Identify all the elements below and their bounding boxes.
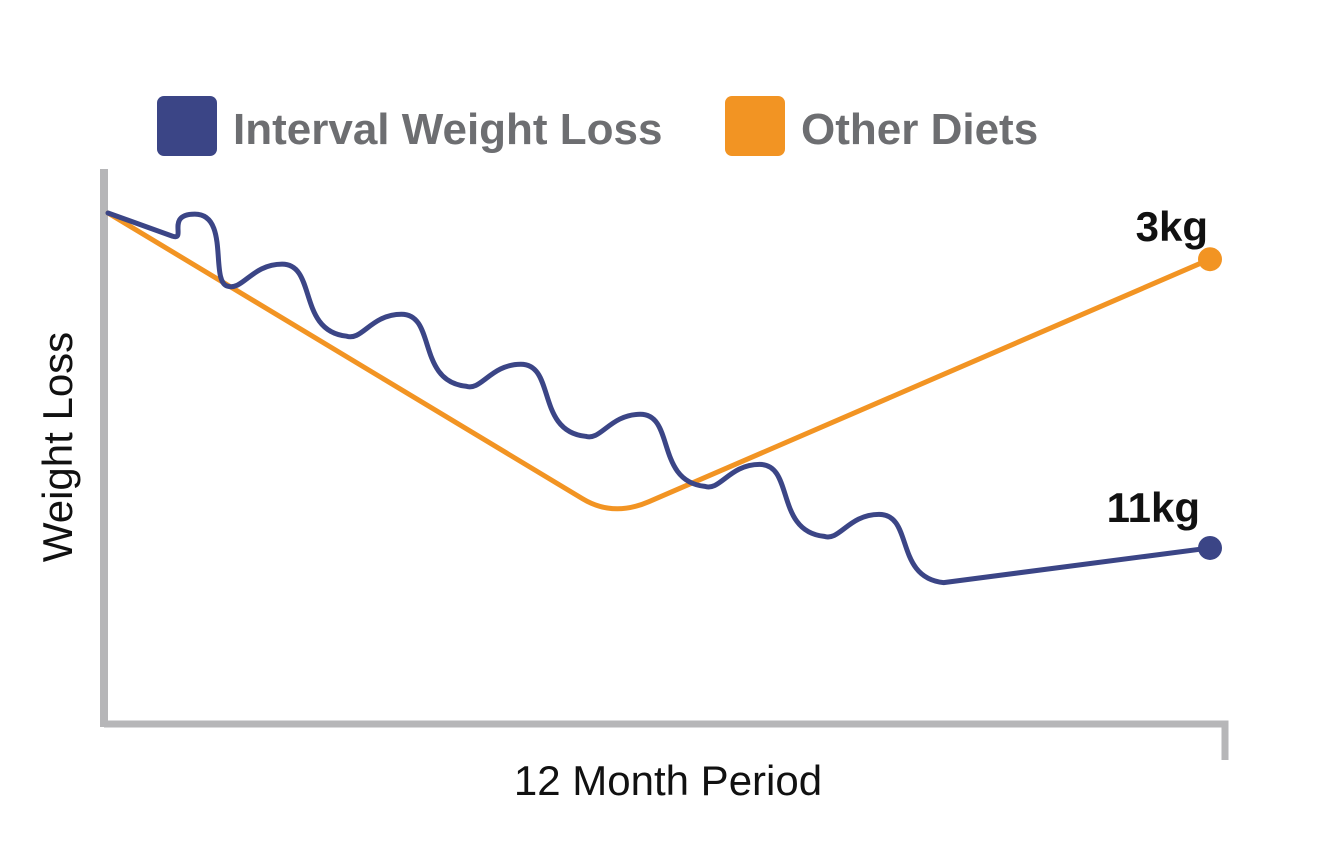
x-axis-line [104,720,1229,760]
legend-label-interval-weight-loss: Interval Weight Loss [233,105,663,154]
end-label-interval-weight-loss: 11kg [1107,484,1200,531]
legend-item-interval-weight-loss: Interval Weight Loss [157,96,663,156]
x-axis-title: 12 Month Period [514,757,822,804]
legend: Interval Weight Loss Other Diets [157,96,1038,156]
y-axis-line [100,169,108,727]
series-line-other-diets [105,210,1213,512]
end-point-interval-weight-loss [1198,535,1222,560]
plot-area [105,210,1222,586]
series-line-interval-weight-loss [105,210,1213,586]
legend-swatch-other-diets [725,96,785,156]
legend-item-other-diets: Other Diets [725,96,1038,156]
axes [100,169,1229,760]
end-point-other-diets [1198,247,1222,272]
legend-label-other-diets: Other Diets [801,105,1038,154]
end-label-other-diets: 3kg [1136,203,1208,250]
y-axis-title: Weight Loss [34,332,81,562]
legend-swatch-interval-weight-loss [157,96,217,156]
